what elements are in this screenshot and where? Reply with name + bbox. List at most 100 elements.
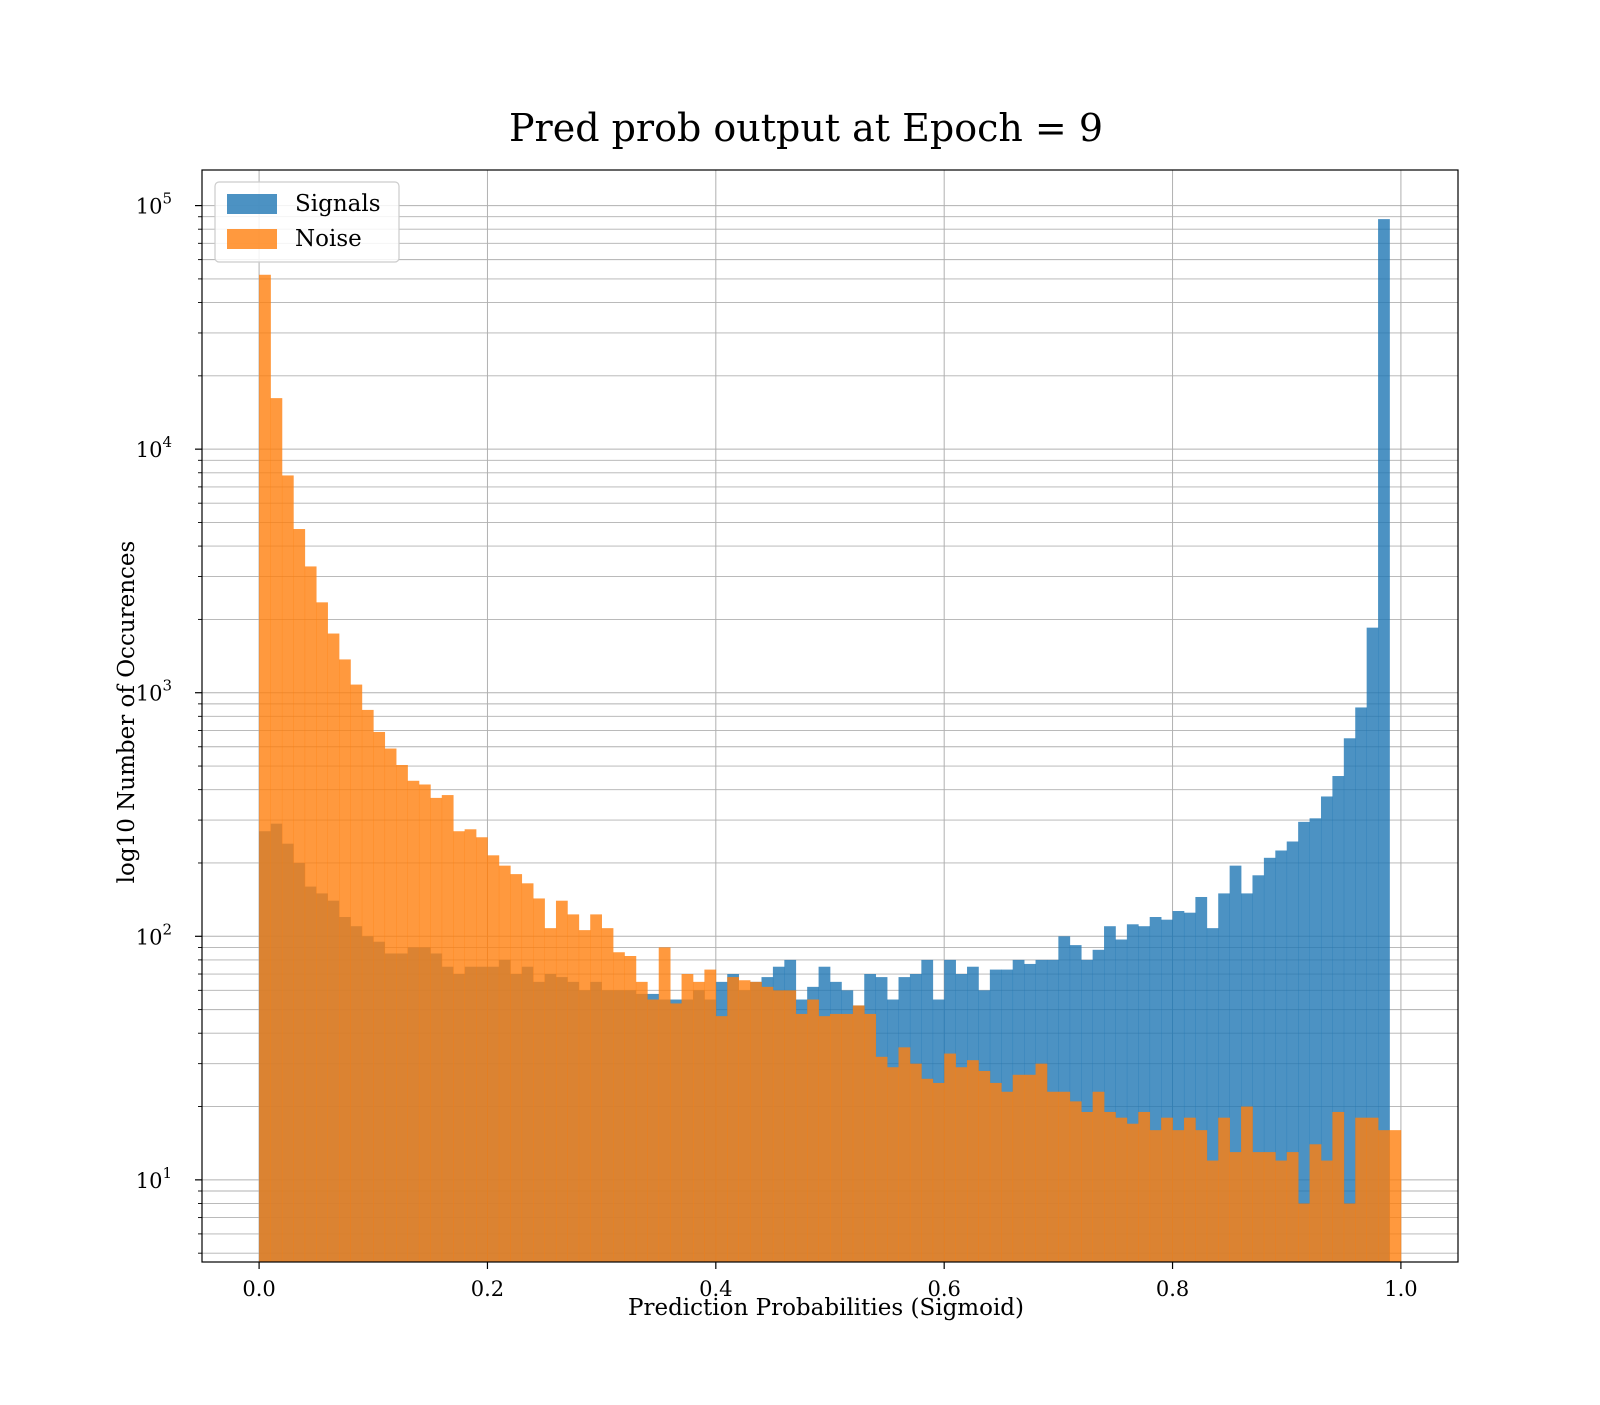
bar-noise — [818, 1016, 831, 1262]
bar-noise — [259, 274, 271, 1263]
bar-signals — [1138, 926, 1151, 1262]
bar-signals — [1378, 219, 1390, 1262]
bar-noise — [327, 633, 340, 1262]
bar-noise — [635, 981, 648, 1262]
bar-noise — [464, 829, 477, 1262]
bar-noise — [864, 1013, 877, 1262]
bar-noise — [453, 831, 465, 1262]
bar-noise — [1320, 1160, 1333, 1262]
bar-noise — [955, 1067, 968, 1262]
y-tick-label: 104 — [136, 433, 172, 462]
legend-label-noise: Noise — [295, 226, 362, 252]
bar-noise — [624, 956, 637, 1262]
bar-noise — [1069, 1101, 1082, 1262]
bar-noise — [830, 1013, 842, 1262]
bar-noise — [807, 999, 819, 1262]
bar-signals — [1366, 627, 1379, 1262]
bar-noise — [692, 981, 705, 1262]
bar-signals — [1161, 919, 1173, 1262]
bar-noise — [361, 709, 374, 1262]
y-tick-label: 105 — [136, 190, 172, 219]
legend-label-signals: Signals — [295, 191, 381, 217]
bar-noise — [715, 1016, 728, 1262]
x-tick-label: 0.2 — [471, 1277, 504, 1301]
bar-signals — [1126, 924, 1139, 1262]
bar-noise — [1263, 1152, 1276, 1262]
bar-noise — [852, 1005, 865, 1262]
bar-noise — [1229, 1152, 1242, 1262]
bar-noise — [875, 1056, 888, 1262]
bar-noise — [1058, 1091, 1071, 1262]
bar-noise — [281, 475, 294, 1262]
bar-noise — [647, 999, 660, 1262]
bar-noise — [784, 990, 797, 1262]
bar-signals — [1229, 865, 1242, 1262]
bar-noise — [613, 952, 625, 1262]
bar-signals — [1218, 893, 1230, 1262]
bar-noise — [1183, 1117, 1196, 1262]
bar-noise — [761, 986, 774, 1262]
y-tick-label: 102 — [136, 920, 172, 949]
bar-noise — [727, 977, 740, 1262]
bar-signals — [1195, 896, 1208, 1262]
bar-noise — [909, 1063, 922, 1262]
bar-noise — [932, 1082, 945, 1262]
bar-noise — [1126, 1123, 1139, 1262]
bar-noise — [418, 784, 431, 1262]
bar-noise — [396, 764, 408, 1262]
ticks: 0.0 0.2 0.4 0.6 0.8 1.0 101 102 103 104 105 — [136, 190, 1418, 1301]
x-tick-label: 0.4 — [699, 1277, 732, 1301]
bar-signals — [1149, 917, 1162, 1262]
bar-noise — [1001, 1091, 1014, 1262]
bar-noise — [704, 969, 717, 1262]
bar-noise — [555, 900, 568, 1262]
bar-noise — [1298, 1203, 1310, 1262]
bar-noise — [578, 930, 591, 1262]
bar-noise — [293, 529, 306, 1262]
bar-noise — [1206, 1160, 1219, 1262]
bar-noise — [304, 566, 317, 1262]
bar-noise — [1389, 1130, 1402, 1262]
bar-noise — [658, 947, 671, 1262]
bar-noise — [441, 795, 454, 1262]
bar-noise — [407, 780, 420, 1262]
bar-signals — [1286, 841, 1299, 1262]
bar-noise — [1046, 1091, 1059, 1262]
bar-signals — [1263, 857, 1276, 1262]
bar-noise — [316, 602, 328, 1262]
x-axis-label: Prediction Probabilities (Sigmoid) — [628, 1295, 1024, 1321]
bar-noise — [978, 1070, 991, 1262]
x-tick-label: 0.6 — [927, 1277, 960, 1301]
bar-noise — [1138, 1111, 1151, 1262]
bar-noise — [498, 865, 511, 1262]
bar-noise — [967, 1060, 979, 1262]
bar-signals — [1332, 776, 1345, 1262]
bar-noise — [1172, 1130, 1185, 1262]
bar-signals — [1104, 926, 1116, 1262]
bar-noise — [1035, 1063, 1048, 1262]
bar-noise — [750, 981, 762, 1262]
bar-noise — [1218, 1117, 1230, 1262]
bar-signals — [1309, 818, 1322, 1262]
bar-signals — [1206, 928, 1219, 1262]
bar-noise — [487, 855, 500, 1262]
bar-signals — [1355, 707, 1368, 1262]
bar-noise — [1115, 1117, 1128, 1262]
bar-signals — [1115, 939, 1128, 1262]
bar-noise — [1241, 1106, 1253, 1262]
bar-noise — [1104, 1111, 1116, 1262]
y-tick-label: 103 — [136, 677, 172, 706]
x-tick-label: 0.0 — [242, 1277, 275, 1301]
bar-noise — [1332, 1111, 1345, 1262]
bar-noise — [1355, 1117, 1368, 1262]
bar-noise — [1286, 1152, 1299, 1262]
bar-noise — [430, 797, 443, 1262]
bar-noise — [1343, 1203, 1356, 1262]
bar-noise — [567, 914, 580, 1262]
bar-noise — [1012, 1074, 1025, 1262]
bar-noise — [350, 684, 363, 1262]
bar-noise — [670, 1003, 682, 1262]
bar-signals — [1298, 821, 1310, 1262]
bar-signals — [1081, 959, 1093, 1262]
